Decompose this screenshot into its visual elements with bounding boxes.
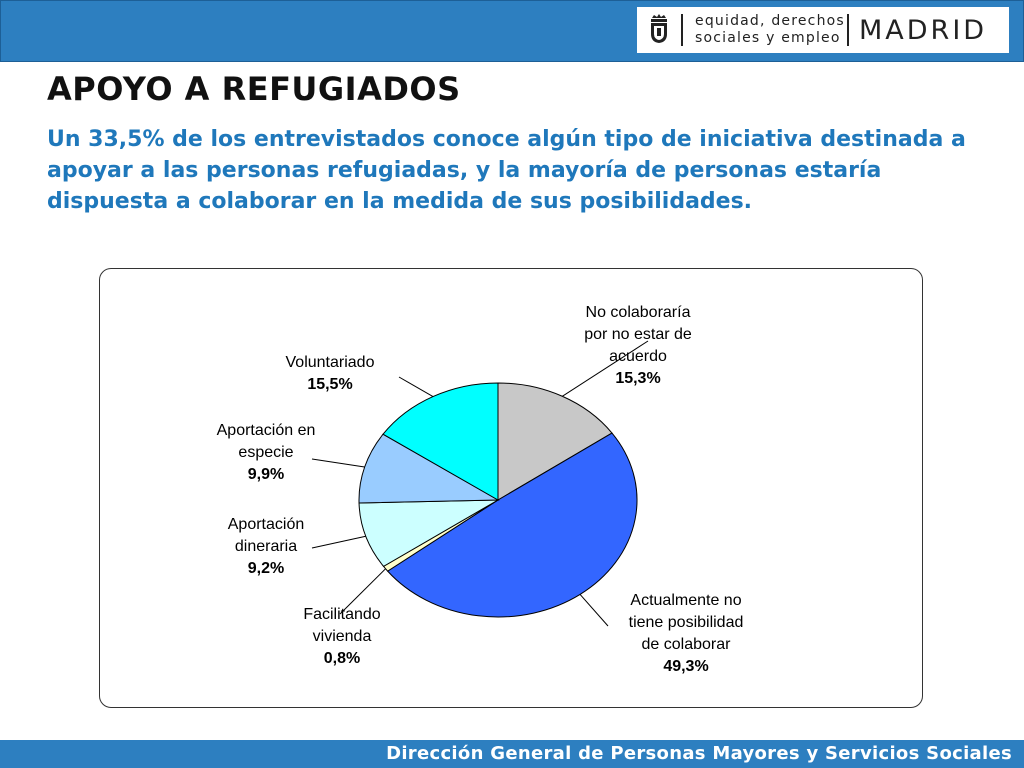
leader-line — [339, 568, 386, 615]
pie-slice — [358, 499, 499, 568]
slice-value-label: 15,3% — [615, 370, 660, 387]
slice-value-label: 0,8% — [324, 650, 360, 667]
leader-line — [562, 340, 649, 397]
slice-label: No colaboraría por no estar de acuerdo 15,3… — [584, 304, 692, 387]
department-line-2: sociales y empleo — [695, 30, 841, 46]
pie-chart: No colaboraría por no estar de acuerdo 15,3… — [217, 304, 744, 675]
pie-slice — [497, 382, 613, 501]
header-bar: equidad, derechos sociales y empleo MADR… — [0, 0, 1024, 62]
logo-divider-left — [681, 14, 683, 46]
leader-line — [311, 458, 365, 468]
department-name: equidad, derechos sociales y empleo — [695, 13, 845, 47]
leader-line — [311, 535, 366, 549]
leader-line — [398, 376, 434, 398]
slice-value-label: 49,3% — [663, 658, 708, 675]
slice-value-label: 9,2% — [248, 560, 284, 577]
madrid-crest-icon — [651, 14, 667, 43]
slice-value-label: 15,5% — [307, 376, 352, 393]
pie-slice — [358, 433, 500, 504]
slice-label: Facilitando vivienda 0,8% — [303, 606, 380, 667]
slice-label: Aportación dineraria 9,2% — [228, 516, 305, 577]
slice-label: Actualmente no tiene posibilidad de colabo… — [629, 592, 744, 675]
page-subtitle: Un 33,5% de los entrevistados conoce alg… — [47, 127, 966, 214]
logo-divider-right — [847, 14, 849, 46]
footer-text: Dirección General de Personas Mayores y … — [386, 743, 1012, 764]
department-line-1: equidad, derechos — [695, 13, 845, 29]
slice-value-label: 9,9% — [248, 466, 284, 483]
slice-label: Aportación en especie 9,9% — [217, 422, 316, 483]
footer-bar: Dirección General de Personas Mayores y … — [0, 740, 1024, 768]
chart-panel: No colaboraría por no estar de acuerdo 15,3… — [99, 268, 923, 708]
page-title: APOYO A REFUGIADOS — [47, 70, 461, 108]
leader-line — [579, 594, 609, 627]
city-name: MADRID — [859, 15, 988, 46]
slice-label: Voluntariado 15,5% — [286, 354, 375, 393]
madrid-logo: equidad, derechos sociales y empleo MADR… — [637, 7, 1009, 53]
